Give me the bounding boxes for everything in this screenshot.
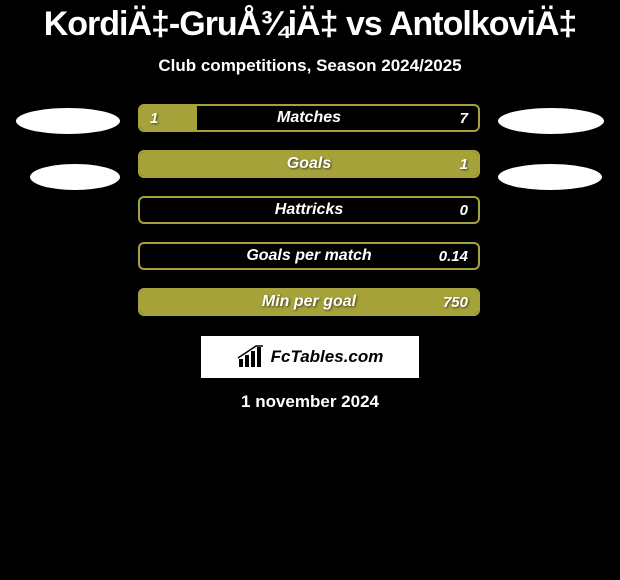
date-label: 1 november 2024 — [0, 392, 620, 412]
stat-bars: 1 Matches 7 Goals 1 Hattricks 0 Goals pe… — [138, 104, 480, 316]
stat-label: Hattricks — [275, 201, 343, 219]
stat-row-gpm: Goals per match 0.14 — [138, 242, 480, 270]
stats-comparison-card: KordiÄ‡-GruÅ¾iÄ‡ vs AntolkoviÄ‡ Club com… — [0, 0, 620, 412]
stat-value-right: 0 — [460, 202, 468, 219]
player-badge-oval — [30, 164, 120, 190]
stat-value-right: 750 — [443, 294, 468, 311]
player-badge-oval — [498, 164, 602, 190]
source-logo: FcTables.com — [201, 336, 419, 378]
stat-row-mpg: Min per goal 750 — [138, 288, 480, 316]
stat-row-hattricks: Hattricks 0 — [138, 196, 480, 224]
stat-label: Goals per match — [246, 247, 371, 265]
logo-text: FcTables.com — [271, 347, 384, 367]
stat-value-right: 0.14 — [439, 248, 468, 265]
subtitle: Club competitions, Season 2024/2025 — [0, 56, 620, 76]
stat-label: Min per goal — [262, 293, 356, 311]
stat-value-left: 1 — [150, 110, 158, 127]
stats-section: 1 Matches 7 Goals 1 Hattricks 0 Goals pe… — [0, 104, 620, 316]
stat-value-right: 1 — [460, 156, 468, 173]
stat-row-matches: 1 Matches 7 — [138, 104, 480, 132]
right-player-badges — [498, 104, 604, 190]
bar-fill — [140, 106, 197, 130]
stat-label: Goals — [287, 155, 331, 173]
stat-row-goals: Goals 1 — [138, 150, 480, 178]
player-badge-oval — [16, 108, 120, 134]
stat-value-right: 7 — [460, 110, 468, 127]
player-badge-oval — [498, 108, 604, 134]
stat-label: Matches — [277, 109, 341, 127]
left-player-badges — [16, 104, 120, 190]
chart-icon — [237, 345, 265, 369]
page-title: KordiÄ‡-GruÅ¾iÄ‡ vs AntolkoviÄ‡ — [0, 5, 620, 44]
